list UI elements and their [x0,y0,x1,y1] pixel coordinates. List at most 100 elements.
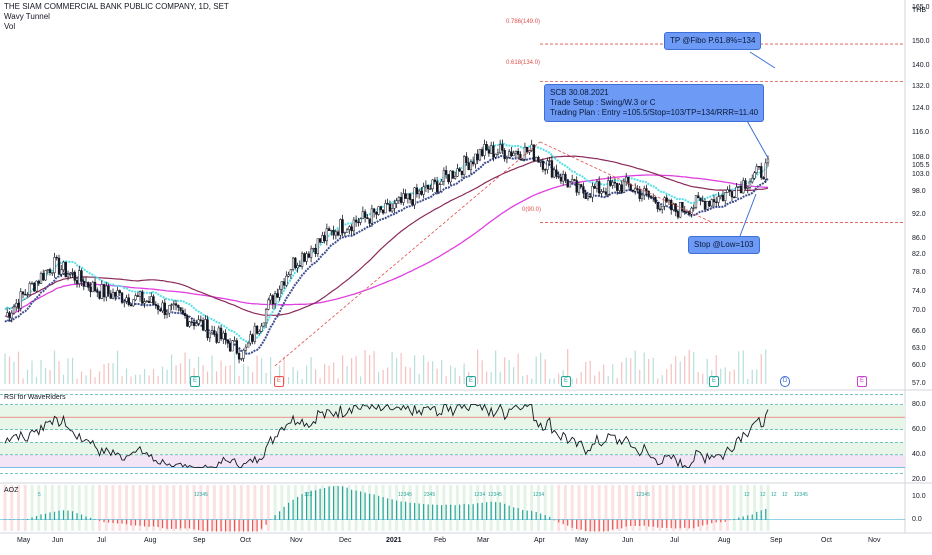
aoz-bg [10,485,14,531]
candle-body [6,312,9,317]
candle-body [330,230,333,232]
candle-body [197,319,200,324]
aoz-bar [481,502,483,520]
aoz-bg [482,485,486,531]
aoz-bar [85,516,87,520]
aoz-bar [364,492,366,520]
candle-body [228,343,232,352]
aoz-bar [373,494,375,520]
volume-bar [134,374,137,384]
event-badge[interactable]: E [709,376,719,387]
volume-bar [148,375,150,384]
candle-body [303,253,306,262]
aoz-bar [531,510,533,520]
trade-plan-label[interactable]: SCB 30.08.2021 Trade Setup : Swing/W.3 o… [544,84,765,122]
aoz-bar [193,519,195,530]
event-badge[interactable]: E [466,376,476,387]
fib-0786-label: 0.786(149.0) [506,19,541,25]
candle-body [138,291,142,297]
candle-body [485,144,488,150]
volume-bar [364,350,366,384]
candle-body [278,288,281,298]
volume-bar [85,375,87,384]
aoz-bar [765,508,767,520]
volume-bar [675,356,677,384]
volume-legend[interactable]: Vol [4,22,16,31]
volume-bar [720,368,722,384]
candle-body [71,271,74,274]
volume-bar [756,369,758,384]
aoz-count-label: 12 [771,492,777,498]
event-badge[interactable]: E [274,376,284,387]
candle-body [490,145,493,154]
volume-bar [355,356,357,384]
volume-bar [522,376,524,384]
aoz-bg [233,485,237,531]
wavy-tunnel-legend[interactable]: Wavy Tunnel [4,12,50,21]
aoz-bg [759,485,763,531]
candle-body [447,174,450,183]
volume-bar [8,356,11,384]
aoz-bar [378,495,380,520]
event-badge[interactable]: D [780,376,790,387]
volume-bar [684,355,686,384]
rsi-tick: 80.0 [912,400,926,408]
stop-label[interactable]: Stop @Low=103 [688,236,760,254]
candle-body [368,218,371,224]
candle-body [179,307,182,311]
candle-body [10,312,13,319]
candle-body [726,189,729,193]
event-badge[interactable]: E [857,376,867,387]
candle-body [492,145,495,158]
event-badge[interactable]: E [190,376,200,387]
aoz-bar [607,519,609,532]
candle-body [132,299,135,307]
candle-body [611,181,614,186]
aoz-bar [351,489,353,520]
candle-body [105,285,108,298]
rsi-tick: 60.0 [912,425,926,433]
aoz-bg [17,485,21,531]
aoz-count-label: 12 [760,492,766,498]
aoz-bar [675,519,677,529]
event-badge[interactable]: E [561,376,571,387]
aoz-bar [706,519,708,525]
candle-body [751,178,754,183]
price-tick: 74.0 [912,287,926,295]
aoz-bar [166,519,168,529]
aoz-bg [644,485,648,531]
tp-label[interactable]: TP @Fibo P.61.8%=134 [664,32,762,50]
aoz-bar [31,517,33,520]
wavy-tunnel-upper [4,142,769,343]
candle-body [440,180,443,185]
candle-body [12,306,16,314]
time-tick: Jul [97,537,106,544]
volume-bar [125,368,128,384]
aoz-bg [138,485,142,531]
candle-body [134,295,137,301]
aoz-bg [577,485,581,531]
candle-body [123,301,126,303]
rsi-pane-title[interactable]: RSI for WaveRiders [4,394,66,401]
time-tick: Sep [770,537,783,544]
aoz-count-label: 1234 [474,492,486,498]
candle-body [271,295,274,305]
aoz-bg [152,485,156,531]
aoz-bar [112,519,114,524]
aoz-bar [134,519,137,526]
aoz-bg [131,485,135,531]
candle-body [44,270,47,281]
candle-body [404,193,407,199]
price-tick: 66.0 [912,328,926,336]
aoz-bg [550,485,554,531]
candle-body [114,292,117,297]
aoz-bg [98,485,102,531]
volume-bar [418,373,420,384]
candle-body [192,321,196,326]
aoz-pane-title[interactable]: AOZ [4,487,19,494]
volume-bar [517,353,519,384]
aoz-bar [567,519,569,526]
volume-bar [598,371,600,384]
aoz-bar [526,510,528,520]
